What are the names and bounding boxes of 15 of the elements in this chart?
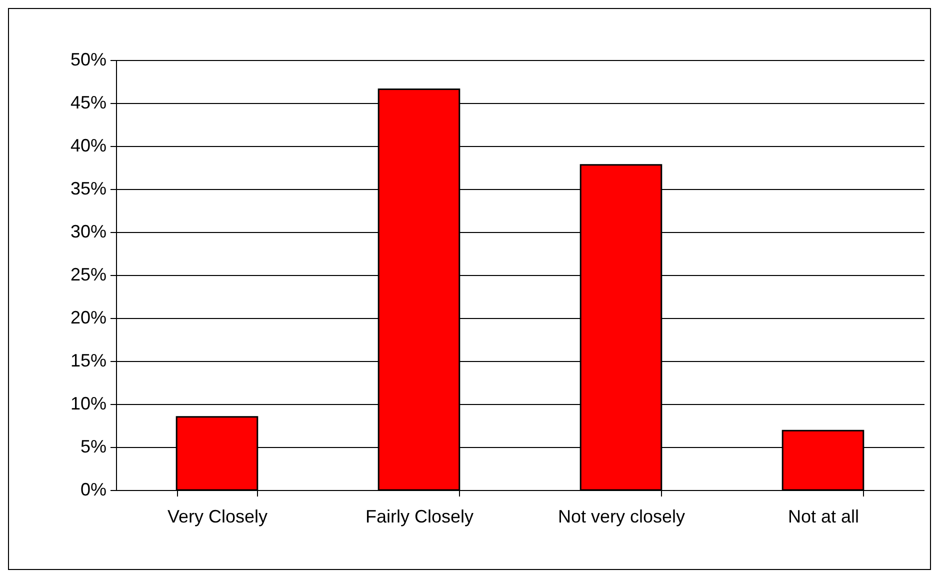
y-tick-label: 5% [80, 436, 106, 456]
y-tick-label: 35% [70, 178, 106, 198]
x-tick-label: Fairly Closely [365, 506, 474, 526]
y-tick-label: 30% [70, 222, 106, 242]
x-tick-label: Not very closely [558, 506, 686, 526]
x-tick-label: Not at all [788, 506, 860, 526]
y-tick-label: 15% [70, 350, 106, 370]
y-tick-label: 40% [70, 136, 106, 156]
y-tick-label: 0% [80, 480, 106, 500]
y-tick-label: 10% [70, 394, 106, 414]
y-tick-label: 25% [70, 264, 106, 284]
y-tick-label: 50% [70, 50, 106, 70]
x-tick-label: Very Closely [167, 506, 268, 526]
y-tick-label: 45% [70, 92, 106, 112]
y-tick-label: 20% [70, 308, 106, 328]
